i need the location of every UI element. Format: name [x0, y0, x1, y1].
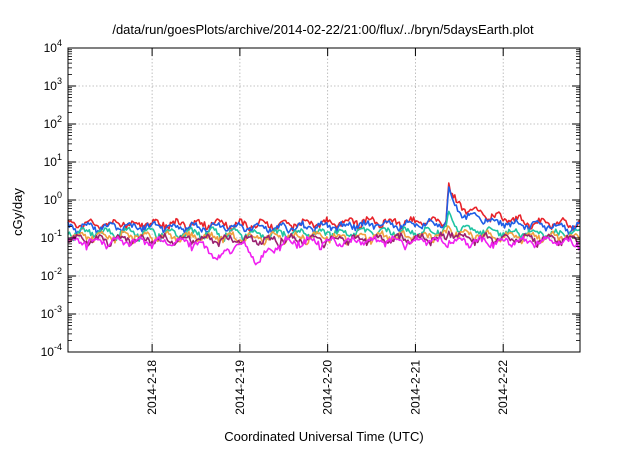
series-line-6 — [67, 235, 581, 266]
x-tick-label: 2014-2-20 — [321, 360, 335, 415]
y-tick-label: 10-1 — [41, 228, 62, 245]
y-tick-label: 103 — [44, 76, 62, 93]
series-line-3 — [67, 210, 581, 243]
y-tick-label: 10-4 — [41, 342, 62, 359]
y-tick-label: 101 — [44, 152, 62, 169]
y-tick-label: 10-3 — [41, 304, 62, 321]
x-tick-label: 2014-2-22 — [496, 360, 510, 415]
y-tick-label: 100 — [44, 190, 62, 207]
series-line-1 — [67, 182, 581, 233]
series-layer — [67, 182, 581, 266]
series-line-2 — [67, 186, 581, 236]
y-axis-label: cGy/day — [10, 188, 25, 236]
y-tick-label: 104 — [44, 38, 62, 55]
y-axis: 10-4 10-3 10-2 10-1 100 101 102 103 104 — [41, 38, 580, 359]
x-tick-label: 2014-2-19 — [233, 360, 247, 415]
y-tick-label: 102 — [44, 114, 62, 131]
x-tick-label: 2014-2-18 — [145, 360, 159, 415]
x-axis-label: Coordinated Universal Time (UTC) — [224, 429, 423, 444]
x-tick-label: 2014-2-21 — [408, 360, 422, 415]
grid — [68, 48, 580, 352]
y-tick-label: 10-2 — [41, 266, 62, 283]
chart-title: /data/run/goesPlots/archive/2014-02-22/2… — [112, 22, 534, 37]
x-axis: 2014-2-18 2014-2-19 2014-2-20 2014-2-21 2014… — [145, 48, 510, 415]
